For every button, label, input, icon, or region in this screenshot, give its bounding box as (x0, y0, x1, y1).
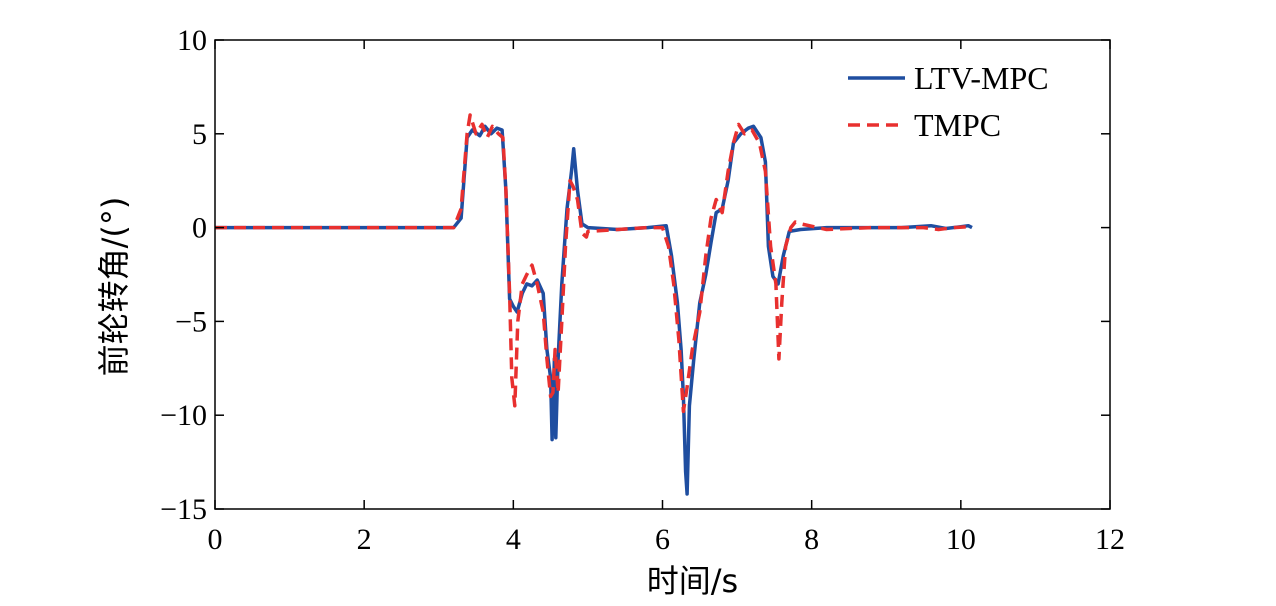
axes-layer: 0 2 4 6 8 10 12 10 5 0 −5 −10 −15 (160, 24, 1125, 556)
x-tick-label: 10 (946, 523, 976, 556)
x-tick-label: 2 (357, 523, 372, 556)
y-tick-label: 10 (177, 24, 207, 57)
legend-label-1: LTV-MPC (914, 60, 1049, 96)
plot-background (215, 40, 1110, 509)
y-tick-label: −10 (160, 399, 207, 432)
x-tick-label: 12 (1095, 523, 1125, 556)
x-tick-label: 0 (208, 523, 223, 556)
series-layer (215, 113, 973, 496)
y-tick-label: 0 (192, 212, 207, 245)
y-axis-label: 前轮转角/(°) (95, 197, 133, 377)
legend-label-2: TMPC (914, 107, 1001, 143)
x-axis-label: 时间/s (647, 562, 738, 600)
x-tick-label: 4 (506, 523, 521, 556)
x-tick-label: 6 (655, 523, 670, 556)
y-tick-label: −15 (160, 493, 207, 526)
y-tick-label: 5 (192, 118, 207, 151)
legend: LTV-MPC TMPC (848, 60, 1049, 143)
y-tick-label: −5 (175, 305, 207, 338)
plot-area (215, 40, 1110, 509)
x-tick-label: 8 (804, 523, 819, 556)
